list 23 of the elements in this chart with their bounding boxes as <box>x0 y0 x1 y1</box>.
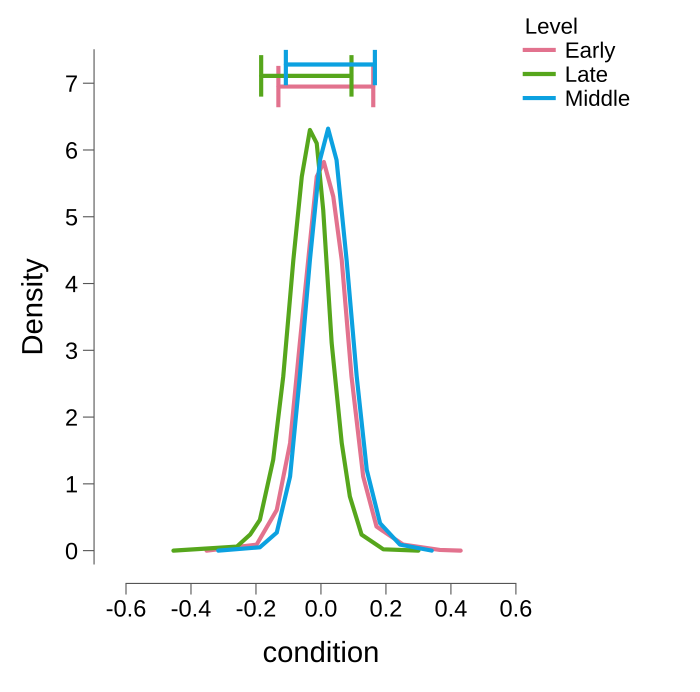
y-tick-label: 3 <box>66 342 78 360</box>
y-tick-label: 4 <box>65 276 78 292</box>
legend-label: Late <box>566 66 608 82</box>
y-tick-label: 1 <box>66 476 77 492</box>
line-series <box>216 126 434 553</box>
x-tick-label: -0.6 <box>106 600 146 617</box>
x-tick-label: 0.6 <box>500 600 532 617</box>
x-tick-label: 0.2 <box>370 600 402 617</box>
line-series <box>171 128 421 553</box>
y-tick-label: 5 <box>66 209 78 226</box>
y-axis-title: Density <box>21 258 48 354</box>
legend-label: Middle <box>566 90 630 106</box>
legend-label: Early <box>566 42 616 62</box>
y-tick-label: 2 <box>66 409 77 426</box>
legend-title: Level <box>526 18 576 34</box>
x-axis-title: condition <box>264 640 378 662</box>
y-tick-label: 0 <box>66 542 78 560</box>
y-tick-label: 6 <box>66 142 78 159</box>
x-tick-label: 0.4 <box>435 600 467 617</box>
x-tick-label: -0.2 <box>236 600 276 617</box>
x-tick-label: 0.0 <box>305 600 336 617</box>
y-tick-label: 7 <box>66 76 77 92</box>
x-tick-label: -0.4 <box>172 600 211 617</box>
